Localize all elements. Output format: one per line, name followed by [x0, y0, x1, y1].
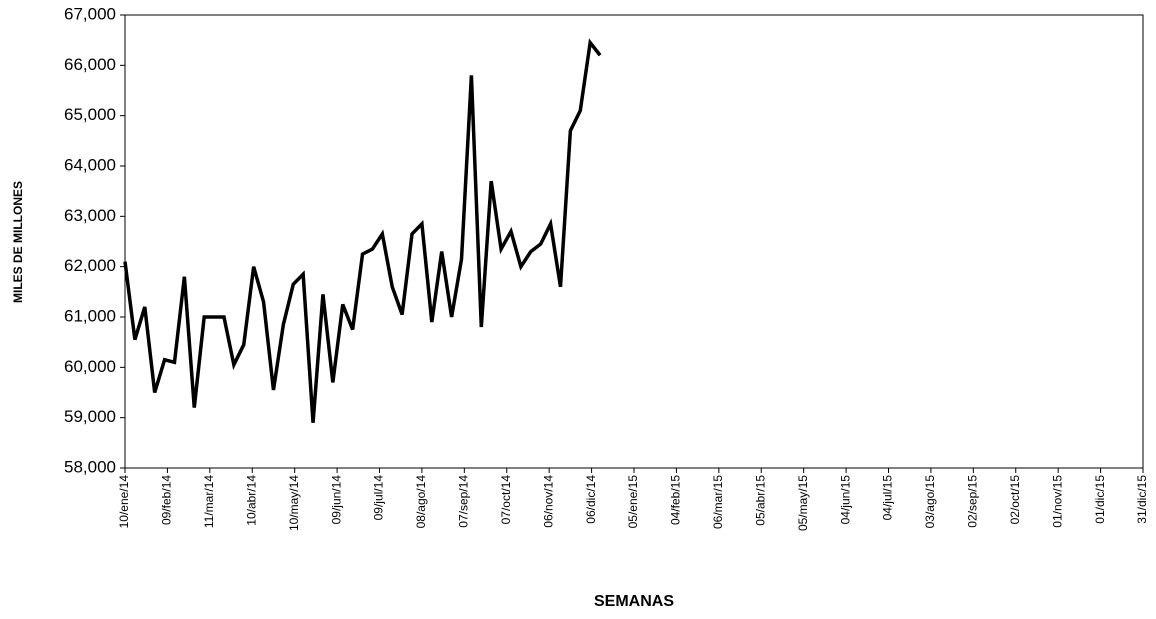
x-tick-label: 02/sep/15 — [966, 475, 980, 528]
y-tick-label: 60,000 — [64, 357, 116, 376]
x-tick-label: 07/sep/14 — [457, 475, 471, 528]
x-tick-label: 06/nov/14 — [541, 475, 555, 528]
x-tick-label: 10/ene/14 — [117, 475, 131, 529]
x-tick-label: 09/feb/14 — [160, 475, 174, 525]
x-tick-label: 10/may/14 — [287, 475, 301, 531]
x-tick-label: 01/nov/15 — [1050, 475, 1064, 528]
x-tick-label: 05/abr/15 — [753, 475, 767, 526]
y-tick-label: 66,000 — [64, 55, 116, 74]
x-tick-label: 04/jul/15 — [881, 475, 895, 521]
y-tick-label: 61,000 — [64, 306, 116, 325]
x-tick-label: 09/jul/14 — [372, 475, 386, 521]
x-tick-label: 11/mar/14 — [202, 475, 216, 528]
y-tick-label: 67,000 — [64, 4, 116, 23]
x-tick-label: 01/dic/15 — [1093, 475, 1107, 524]
x-tick-label: 05/may/15 — [796, 475, 810, 531]
y-tick-label: 63,000 — [64, 206, 116, 225]
y-axis-label: MILES DE MILLONES — [11, 181, 25, 303]
plot-frame — [124, 14, 1144, 469]
y-tick-label: 58,000 — [64, 457, 116, 476]
x-axis-label: SEMANAS — [594, 593, 674, 610]
x-tick-label: 05/ene/15 — [626, 475, 640, 529]
x-tick-label: 10/abr/14 — [244, 475, 258, 526]
x-tick-label: 02/oct/15 — [1008, 475, 1022, 525]
data-line — [123, 38, 602, 423]
x-tick-label: 07/oct/14 — [499, 475, 513, 525]
x-tick-label: 09/jun/14 — [329, 475, 343, 525]
y-tick-label: 62,000 — [64, 256, 116, 275]
x-tick-label: 06/mar/15 — [711, 475, 725, 529]
x-tick-label: 04/jun/15 — [838, 475, 852, 525]
x-tick-label: 31/dic/15 — [1135, 475, 1149, 524]
y-tick-label: 64,000 — [64, 155, 116, 174]
y-tick-label: 59,000 — [64, 407, 116, 426]
x-tick-label: 06/dic/14 — [584, 475, 598, 524]
x-tick-label: 08/ago/14 — [414, 475, 428, 529]
x-tick-label: 04/feb/15 — [669, 475, 683, 525]
y-tick-label: 65,000 — [64, 105, 116, 124]
x-tick-label: 03/ago/15 — [923, 475, 937, 529]
